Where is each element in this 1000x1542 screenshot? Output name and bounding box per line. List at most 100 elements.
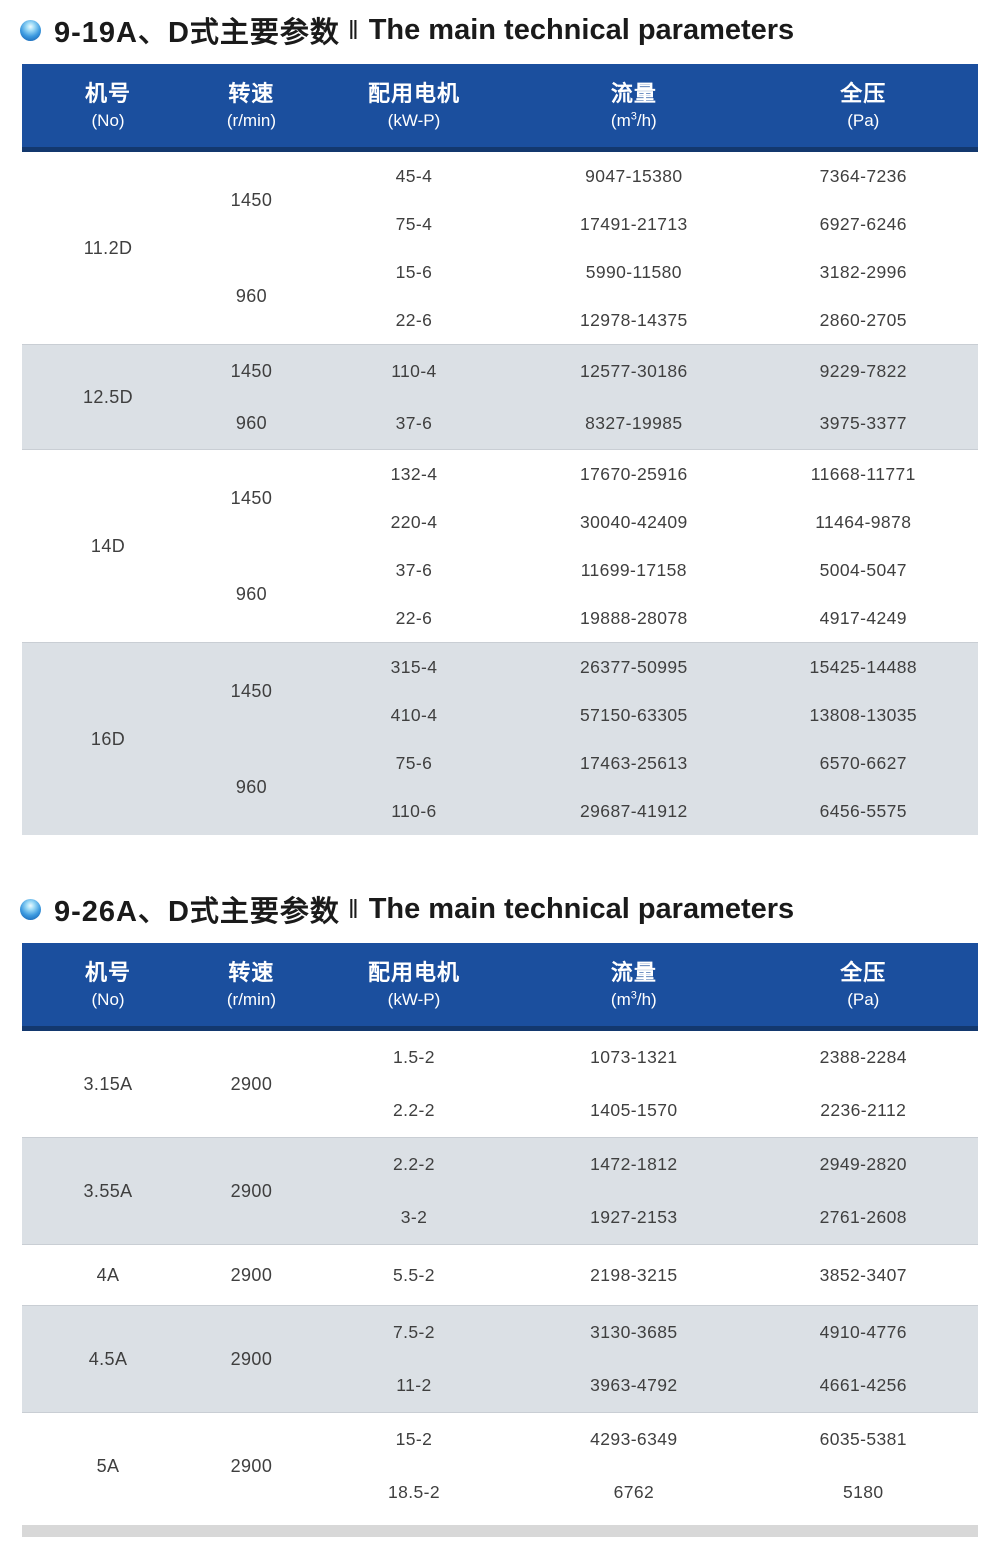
- cell-flow: 1073-1321: [590, 1047, 678, 1067]
- cell-flow: 12978-14375: [580, 309, 688, 330]
- column-header-no: 机号 (No): [22, 943, 194, 1026]
- cell-pressure: 2761-2608: [819, 1207, 907, 1227]
- table-group: 5A 2900 15-2 4293-6349 6035-5381 18.5-2 6762 51…: [22, 1412, 978, 1519]
- table-body: 3.15A 2900 1.5-2 1073-1321 2388-2284 2.2-2 140…: [22, 1031, 978, 1519]
- cell-flow: 26377-50995: [580, 656, 688, 677]
- cell-speed: 960: [235, 776, 268, 797]
- cell-flow: 1927-2153: [590, 1207, 678, 1227]
- section-title-9-19: 9-19A、D式主要参数 ‖ The main technical parame…: [20, 10, 1000, 50]
- cell-machine-no: 4.5A: [88, 1348, 128, 1369]
- cell-machine-no: 5A: [96, 1455, 120, 1476]
- cell-speed: 2900: [230, 1180, 273, 1201]
- cell-speed: 1450: [230, 487, 273, 508]
- cell-motor: 22-6: [395, 607, 433, 628]
- cell-speed: 2900: [230, 1455, 273, 1476]
- bullet-icon: [20, 898, 41, 920]
- header-flow-cn: 流量: [610, 80, 657, 106]
- header-speed-en: (r/min): [226, 111, 276, 131]
- cell-pressure: 2860-2705: [819, 309, 907, 330]
- parameters-table-9-19: 机号 (No) 转速 (r/min) 配用电机 (kW-P) 流量 (m3/h)…: [22, 64, 978, 835]
- cell-pressure: 7364-7236: [819, 165, 907, 186]
- cell-speed: 960: [235, 583, 268, 604]
- header-flow-unit: (m3/h): [611, 989, 657, 1010]
- header-no-cn: 机号: [85, 959, 132, 985]
- flow-unit-post: /h): [636, 111, 657, 131]
- column-header-motor: 配用电机 (kW-P): [309, 64, 519, 147]
- cell-motor: 3-2: [400, 1207, 428, 1227]
- cell-motor: 132-4: [390, 463, 438, 484]
- cell-flow: 57150-63305: [580, 704, 688, 725]
- section-title-cn: 9-19A、D式主要参数: [54, 17, 340, 49]
- bullet-icon: [20, 19, 41, 41]
- cell-motor: 75-6: [395, 752, 433, 773]
- cell-flow: 17463-25613: [580, 752, 688, 773]
- title-separator: ‖: [347, 14, 359, 45]
- cell-pressure: 13808-13035: [809, 704, 918, 725]
- header-pressure-en: (Pa): [847, 111, 880, 131]
- cell-pressure: 15425-14488: [809, 656, 918, 677]
- cell-speed: 960: [235, 412, 268, 433]
- table-body: 11.2D 1450 45-4 9047-15380 7364-7236 75-4 1749…: [22, 152, 978, 835]
- cell-motor: 2.2-2: [393, 1154, 435, 1174]
- cell-pressure: 4661-4256: [819, 1375, 907, 1395]
- cell-motor: 315-4: [390, 656, 438, 677]
- cell-flow: 3130-3685: [590, 1322, 678, 1342]
- cell-pressure: 4917-4249: [819, 607, 907, 628]
- cell-flow: 2198-3215: [590, 1264, 678, 1285]
- cell-machine-no: 11.2D: [83, 237, 133, 258]
- cell-motor: 5.5-2: [393, 1264, 435, 1285]
- cell-flow: 4293-6349: [590, 1429, 678, 1449]
- cell-machine-no: 12.5D: [83, 386, 134, 407]
- table-group: 16D 1450 315-4 26377-50995 15425-14488 410-4 5…: [22, 642, 978, 835]
- cell-motor: 18.5-2: [387, 1482, 440, 1502]
- cell-pressure: 5004-5047: [819, 559, 907, 580]
- cell-motor: 1.5-2: [393, 1047, 435, 1067]
- cell-motor: 75-4: [395, 213, 433, 234]
- cell-machine-no: 16D: [90, 728, 126, 749]
- cell-motor: 22-6: [395, 309, 433, 330]
- cell-pressure: 3975-3377: [819, 412, 907, 433]
- cell-motor: 110-4: [391, 360, 437, 381]
- cell-flow: 19888-28078: [580, 607, 688, 628]
- column-header-flow: 流量 (m3/h): [519, 64, 748, 147]
- cell-pressure: 2388-2284: [819, 1047, 907, 1067]
- cell-pressure: 3182-2996: [819, 261, 907, 282]
- flow-unit-sup: 3: [630, 989, 637, 1002]
- cell-flow: 1472-1812: [590, 1154, 678, 1174]
- cell-speed: 1450: [230, 360, 273, 381]
- cell-pressure: 2949-2820: [819, 1154, 907, 1174]
- header-pressure-cn: 全压: [840, 959, 887, 985]
- table-header-row: 机号 (No) 转速 (r/min) 配用电机 (kW-P) 流量 (m3/h)…: [22, 64, 978, 152]
- cell-pressure: 11464-9878: [815, 511, 912, 532]
- header-speed-cn: 转速: [228, 80, 275, 106]
- column-header-pressure: 全压 (Pa): [749, 943, 978, 1026]
- cell-pressure: 6927-6246: [819, 213, 907, 234]
- header-pressure-en: (Pa): [847, 990, 880, 1010]
- column-header-motor: 配用电机 (kW-P): [309, 943, 519, 1026]
- cell-pressure: 3852-3407: [819, 1264, 907, 1285]
- cell-flow: 5990-11580: [585, 261, 682, 282]
- header-motor-cn: 配用电机: [367, 959, 460, 985]
- column-header-speed: 转速 (r/min): [194, 943, 309, 1026]
- cell-pressure: 6035-5381: [819, 1429, 907, 1449]
- cell-flow: 12577-30186: [580, 360, 688, 381]
- cell-machine-no: 4A: [96, 1264, 120, 1285]
- table-group: 11.2D 1450 45-4 9047-15380 7364-7236 75-4 1749…: [22, 152, 978, 344]
- cell-flow: 30040-42409: [580, 511, 688, 532]
- cell-pressure: 11668-11771: [810, 463, 916, 484]
- column-header-no: 机号 (No): [22, 64, 194, 147]
- flow-unit-sup: 3: [630, 110, 637, 123]
- table-group: 12.5D 1450 110-4 12577-30186 9229-7822 960 37-…: [22, 344, 978, 449]
- header-flow-cn: 流量: [610, 959, 657, 985]
- title-separator: ‖: [347, 893, 359, 924]
- cell-flow: 1405-1570: [590, 1100, 678, 1120]
- cell-flow: 6762: [613, 1482, 655, 1502]
- cell-flow: 9047-15380: [585, 165, 683, 186]
- parameters-table-9-26: 机号 (No) 转速 (r/min) 配用电机 (kW-P) 流量 (m3/h)…: [22, 943, 978, 1519]
- cell-motor: 11-2: [396, 1375, 432, 1395]
- header-motor-en: (kW-P): [387, 990, 441, 1010]
- cell-motor: 37-6: [395, 412, 433, 433]
- cell-motor: 15-2: [395, 1429, 433, 1449]
- table-header-row: 机号 (No) 转速 (r/min) 配用电机 (kW-P) 流量 (m3/h)…: [22, 943, 978, 1031]
